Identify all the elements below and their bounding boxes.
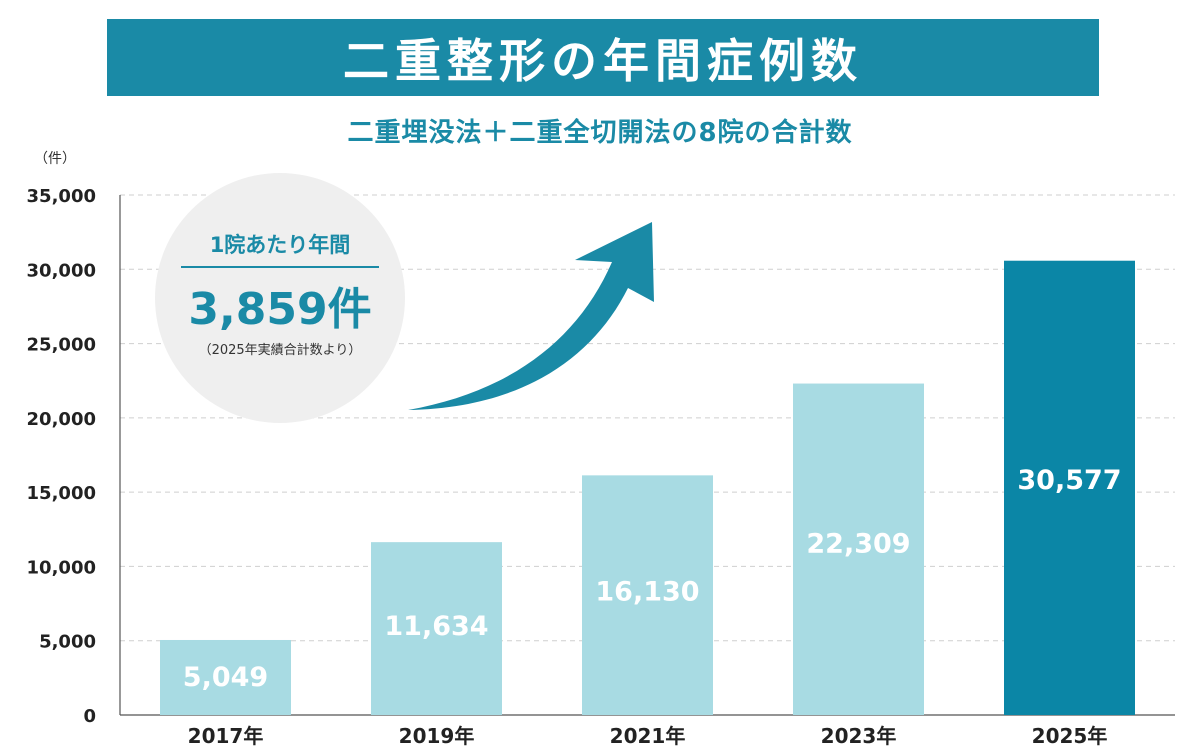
x-tick-label: 2025年 <box>1032 724 1108 748</box>
callout-value: 3,859件 <box>188 284 372 335</box>
per-clinic-callout: 1院あたり年間 3,859件 （2025年実績合計数より） <box>155 173 405 423</box>
chart-subtitle: 二重埋没法＋二重全切開法の8院の合計数 <box>347 118 853 148</box>
x-tick-label: 2017年 <box>188 724 264 748</box>
bar-value-label: 16,130 <box>595 576 699 607</box>
y-tick-label: 5,000 <box>39 632 96 653</box>
trend-arrow <box>408 222 654 410</box>
y-tick-label: 15,000 <box>27 483 96 504</box>
y-tick-label: 35,000 <box>27 186 96 207</box>
y-tick-label: 30,000 <box>27 260 96 281</box>
bar-value-label: 30,577 <box>1017 465 1121 496</box>
x-tick-label: 2023年 <box>821 724 897 748</box>
bar-value-label: 22,309 <box>806 529 910 560</box>
y-tick-label: 25,000 <box>27 335 96 356</box>
callout-note: （2025年実績合計数より） <box>198 343 362 358</box>
y-tick-label: 20,000 <box>27 409 96 430</box>
y-tick-label: 10,000 <box>27 557 96 578</box>
x-tick-label: 2019年 <box>399 724 475 748</box>
bar-value-label: 5,049 <box>183 662 268 693</box>
x-tick-label: 2021年 <box>610 724 686 748</box>
bar-value-label: 11,634 <box>384 611 488 642</box>
callout-divider <box>181 266 379 268</box>
bar <box>160 639 291 715</box>
y-axis-unit-label: （件） <box>34 151 76 167</box>
bar <box>793 383 924 715</box>
bar <box>371 542 502 715</box>
callout-heading: 1院あたり年間 <box>209 233 351 257</box>
chart-title-banner: 二重整形の年間症例数 <box>107 19 1099 96</box>
bar <box>1004 260 1135 715</box>
chart-title: 二重整形の年間症例数 <box>343 33 863 88</box>
y-tick-label: 0 <box>83 706 96 727</box>
bar <box>582 475 713 715</box>
